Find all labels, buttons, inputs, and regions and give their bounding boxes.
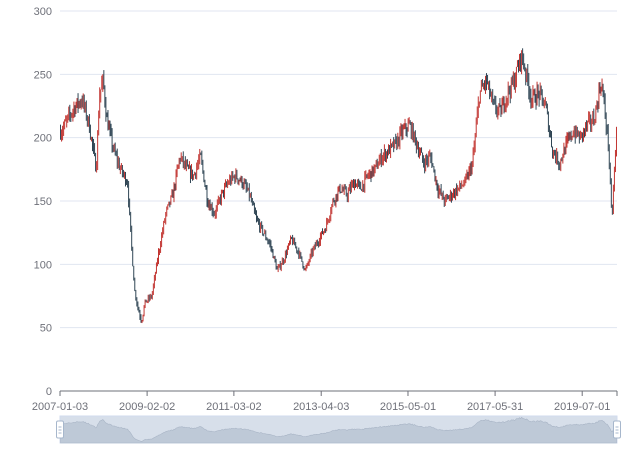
y-tick-label: 0 (46, 386, 52, 398)
y-tick-label: 200 (34, 133, 52, 145)
candlestick-series (60, 48, 617, 324)
x-tick-label: 2013-04-03 (293, 401, 349, 413)
x-tick-label: 2009-02-02 (119, 401, 175, 413)
y-axis: 0 50 100 150 200 250 300 (34, 6, 52, 398)
x-tick-label: 2007-01-03 (32, 401, 88, 413)
y-tick-label: 300 (34, 6, 52, 18)
zoom-handle-left[interactable] (56, 420, 64, 439)
x-tick-label: 2019-07-01 (554, 401, 610, 413)
y-tick-label: 50 (40, 323, 52, 335)
zoom-handle-right[interactable] (613, 420, 621, 439)
x-tick-label: 2015-05-01 (380, 401, 436, 413)
x-tick-label: 2017-05-31 (467, 401, 523, 413)
data-zoom-slider[interactable] (56, 415, 621, 444)
y-tick-label: 150 (34, 196, 52, 208)
x-tick-label: 2011-03-02 (206, 401, 261, 413)
y-tick-label: 250 (34, 69, 52, 81)
x-axis: 2007-01-03 2009-02-02 2011-03-02 2013-04-03… (32, 390, 618, 413)
y-tick-label: 100 (34, 259, 52, 271)
grid-lines (60, 10, 617, 329)
zoom-preview-area (60, 416, 617, 444)
